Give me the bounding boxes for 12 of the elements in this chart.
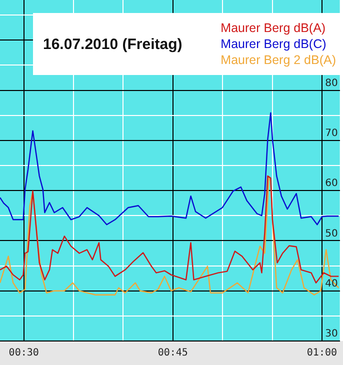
y-tick-label: 80 bbox=[325, 78, 338, 89]
y-tick-label: 50 bbox=[325, 228, 338, 240]
y-tick-label: 30 bbox=[325, 328, 338, 340]
x-tick-label: 01:00 bbox=[306, 348, 338, 359]
text: Maurer Berg 2 dB(A) bbox=[220, 52, 336, 68]
y-tick-label: 60 bbox=[325, 178, 338, 190]
y-tick-label: 70 bbox=[325, 128, 338, 140]
text: Maurer Berg dB(C) bbox=[220, 36, 328, 52]
x-tick-label: 00:45 bbox=[158, 348, 188, 359]
text: 16.07.2010 (Freitag) bbox=[43, 36, 184, 52]
x-tick-label: 00:30 bbox=[8, 348, 39, 359]
text: Maurer Berg dB(A) bbox=[220, 20, 327, 36]
